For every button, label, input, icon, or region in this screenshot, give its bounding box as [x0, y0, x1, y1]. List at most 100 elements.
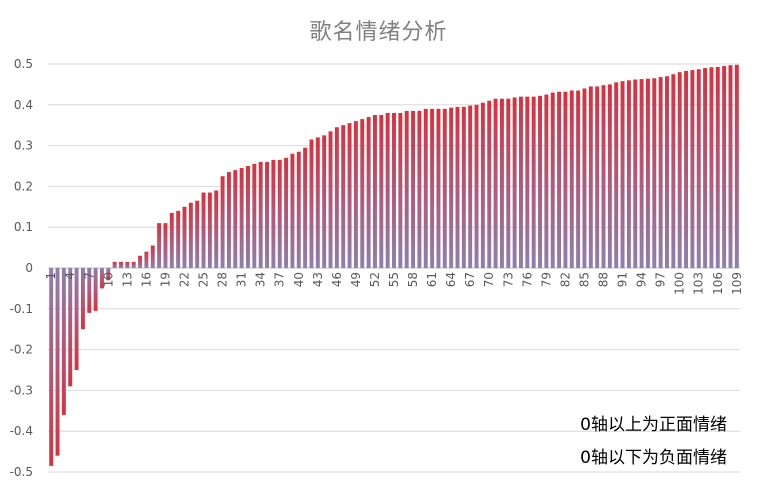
bar-72 [499, 98, 504, 269]
bar-99 [671, 74, 676, 268]
x-tick-label: 64 [444, 272, 458, 287]
y-tick-label: -0.4 [10, 424, 33, 438]
bar-68 [474, 104, 479, 268]
bar-107 [722, 66, 727, 268]
bar-81 [557, 91, 562, 269]
bar-57 [404, 110, 409, 268]
bar-37 [277, 159, 282, 268]
bar-30 [233, 170, 238, 268]
bar-67 [468, 105, 473, 269]
bar-58 [411, 110, 416, 268]
annotation-negative: 0轴以下为负面情绪 [580, 448, 727, 468]
bar-7 [87, 268, 92, 313]
bar-108 [728, 65, 733, 268]
bar-26 [207, 192, 212, 268]
y-tick-label: -0.5 [10, 465, 33, 479]
bar-74 [512, 97, 517, 269]
bar-55 [392, 112, 396, 269]
bar-28 [220, 176, 225, 268]
bars [49, 64, 739, 466]
bar-25 [201, 192, 206, 268]
x-tick-label: 4 [63, 272, 77, 280]
x-tick-label: 28 [216, 272, 230, 287]
bar-6 [80, 268, 85, 330]
bar-20 [169, 212, 174, 268]
bar-87 [595, 86, 600, 268]
bar-106 [715, 66, 720, 268]
bar-78 [538, 95, 542, 268]
bar-73 [506, 98, 511, 269]
bar-49 [353, 121, 358, 269]
x-tick-label: 16 [139, 272, 153, 287]
x-tick-label: 97 [654, 272, 668, 287]
bar-65 [455, 106, 460, 268]
bar-83 [569, 90, 574, 269]
bar-54 [385, 112, 390, 269]
bar-9 [100, 268, 104, 289]
bar-69 [480, 102, 485, 268]
bar-39 [290, 153, 295, 268]
bar-29 [226, 172, 231, 268]
bar-19 [163, 223, 168, 268]
y-tick-label: -0.1 [10, 302, 33, 316]
bar-63 [442, 108, 447, 268]
bar-92 [626, 80, 631, 268]
bar-43 [315, 137, 320, 268]
x-tick-label: 43 [311, 272, 325, 287]
x-tick-label: 70 [482, 272, 496, 287]
x-tick-label: 40 [292, 272, 306, 287]
x-tick-label: 46 [330, 272, 344, 287]
bar-52 [372, 115, 377, 268]
x-tick-label: 94 [635, 272, 649, 287]
bar-31 [239, 168, 244, 268]
bar-18 [157, 223, 162, 268]
x-tick-label: 7 [82, 272, 96, 280]
bar-11 [112, 261, 117, 268]
bar-64 [449, 107, 454, 268]
bar-2 [55, 268, 60, 456]
bar-41 [303, 147, 308, 268]
bar-17 [150, 245, 155, 268]
bar-93 [633, 79, 638, 268]
y-tick-label: 0.3 [14, 139, 33, 153]
x-tick-label: 22 [177, 272, 191, 287]
bar-16 [144, 251, 149, 268]
x-tick-label: 100 [673, 272, 687, 295]
bar-13 [125, 261, 130, 268]
bar-104 [703, 68, 708, 268]
x-tick-label: 55 [387, 272, 401, 287]
bar-42 [309, 139, 314, 268]
bar-22 [182, 206, 187, 268]
bar-97 [658, 77, 663, 268]
x-axis-ticks: 1 4 7 10 13 16 19 22 25 28 31 34 37 40 43 46 49 52 55 58 61 6… [44, 272, 744, 295]
bar-70 [487, 100, 492, 268]
x-tick-label: 76 [520, 272, 534, 287]
bar-1 [49, 268, 54, 466]
bar-82 [563, 91, 568, 269]
x-tick-label: 67 [463, 272, 477, 287]
bar-3 [61, 268, 66, 415]
x-tick-label: 82 [558, 272, 572, 287]
bar-62 [436, 108, 441, 268]
bar-10 [106, 268, 111, 281]
bar-8 [93, 268, 98, 311]
x-tick-label: 19 [158, 272, 172, 287]
x-tick-label: 49 [349, 272, 363, 287]
bar-24 [195, 200, 200, 268]
bar-15 [138, 255, 143, 268]
bar-4 [68, 268, 73, 387]
bar-34 [258, 161, 263, 268]
x-tick-label: 61 [425, 272, 439, 287]
bar-32 [246, 166, 250, 268]
bar-56 [398, 112, 403, 269]
x-tick-label: 25 [197, 272, 211, 287]
bar-77 [531, 96, 536, 268]
bar-44 [322, 135, 327, 268]
bar-60 [423, 108, 428, 268]
bar-89 [607, 84, 612, 269]
bar-102 [690, 70, 695, 269]
x-tick-label: 79 [539, 272, 553, 287]
bar-47 [341, 125, 346, 268]
chart-title: 歌名情绪分析 [309, 20, 448, 45]
bar-86 [588, 86, 593, 268]
